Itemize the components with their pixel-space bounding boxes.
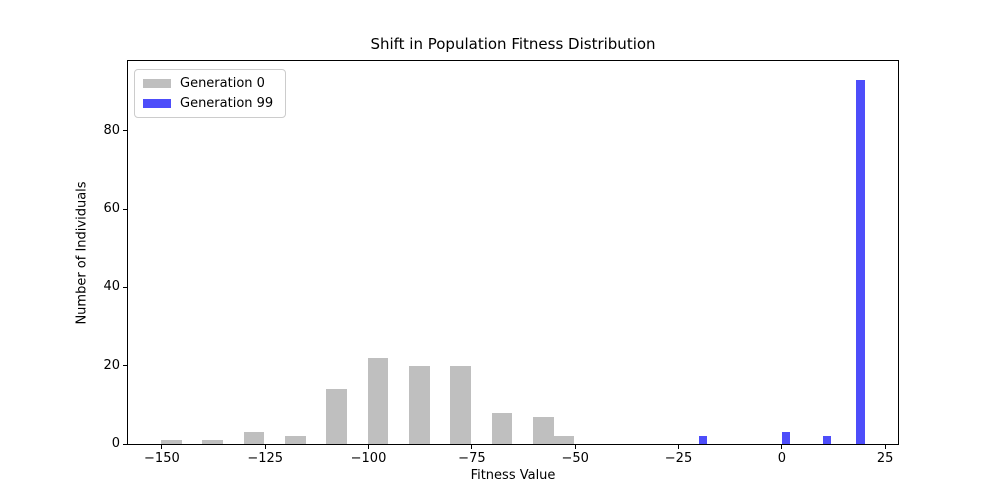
x-tick-label: 0 [777,451,787,466]
bars-layer [128,61,898,444]
x-tick-mark [781,445,783,449]
x-tick-label: −50 [561,451,589,466]
bar-generation-99 [699,436,708,444]
x-tick-mark [678,445,679,449]
x-tick-label: −25 [664,451,693,466]
y-tick-label: 20 [103,357,120,373]
x-tick-label: −75 [458,451,486,466]
y-tick-label: 0 [111,436,120,451]
y-tick-label: 80 [103,122,120,138]
x-tick-label: −100 [350,451,387,466]
y-axis-label: Number of Individuals [74,181,90,325]
bar-generation-0 [243,432,265,444]
legend-swatch-generation-99 [143,99,171,108]
bar-generation-99 [856,79,865,444]
legend-label-generation-99: Generation 99 [180,96,274,111]
legend-item-generation-99: Generation 99 [143,96,273,111]
bar-generation-0 [367,357,389,444]
bar-generation-0 [450,365,472,444]
legend: Generation 0 Generation 99 [134,69,287,118]
bar-generation-0 [202,440,224,444]
bar-generation-0 [326,389,348,444]
bar-generation-0 [491,412,513,444]
chart-title: Shift in Population Fitness Distribution [370,35,656,53]
x-tick-mark [574,445,576,449]
x-tick-mark [471,445,473,449]
x-axis-label: Fitness Value [470,468,556,483]
x-tick-label: −150 [144,451,180,466]
bar-generation-0 [553,436,575,444]
bar-generation-99 [781,432,791,444]
x-tick-mark [264,445,266,449]
bar-generation-0 [409,365,430,444]
x-tick-mark [161,445,163,449]
x-tick-mark [368,445,369,449]
x-tick-label: −125 [247,451,284,466]
plot-area: Generation 0 Generation 99 [127,60,899,445]
bar-generation-99 [823,436,832,444]
legend-label-generation-0: Generation 0 [180,76,265,91]
bar-generation-0 [161,440,182,444]
x-tick-mark [884,445,886,449]
bar-generation-0 [533,416,554,444]
legend-swatch-generation-0 [143,79,171,88]
legend-item-generation-0: Generation 0 [143,76,273,91]
bar-generation-0 [285,436,306,444]
x-tick-label: 25 [876,451,894,466]
